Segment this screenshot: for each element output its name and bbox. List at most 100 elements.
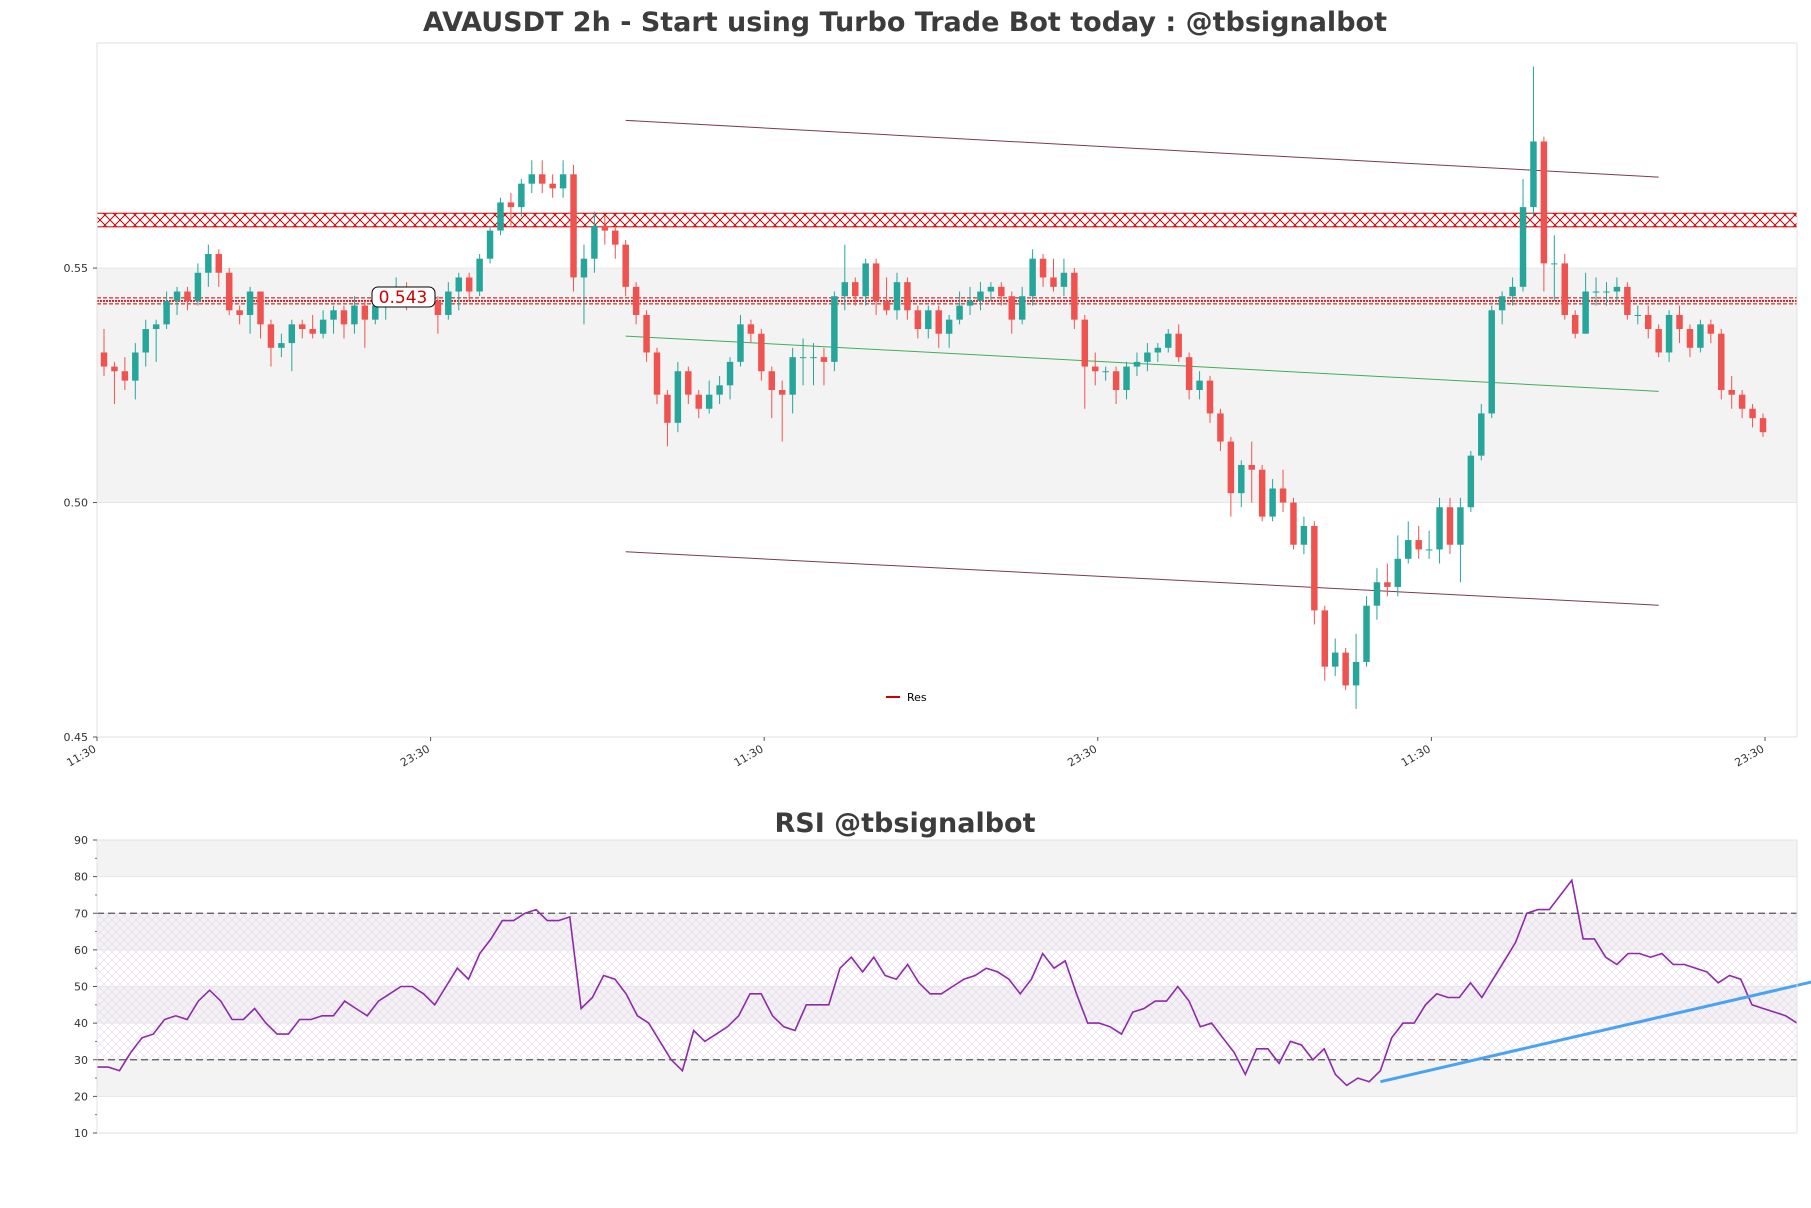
channel-lower-line xyxy=(625,551,1659,606)
candle-body xyxy=(1561,263,1568,315)
candle xyxy=(465,272,473,301)
candle-body xyxy=(820,357,828,362)
candle xyxy=(111,361,118,405)
candle xyxy=(862,258,869,306)
candle xyxy=(319,310,327,339)
main-chart-title: AVAUSDT 2h - Start using Turbo Trade Bot… xyxy=(423,7,1387,38)
candle xyxy=(1238,460,1245,508)
candle-body xyxy=(1478,413,1485,456)
candle-body xyxy=(445,291,452,315)
candle xyxy=(799,338,807,386)
main-x-tick-label: 23:30 xyxy=(1065,742,1099,769)
candle xyxy=(194,263,202,306)
candle-body xyxy=(1592,291,1600,293)
candle-body xyxy=(1540,141,1548,264)
candle-body xyxy=(142,329,149,353)
channel-and-trend-lines xyxy=(625,119,1659,606)
candle xyxy=(142,319,149,367)
candle-body xyxy=(299,324,306,330)
candle-body xyxy=(309,329,316,334)
candle-body xyxy=(841,282,849,297)
rsi-y-tick-label: 30 xyxy=(74,1054,88,1067)
candle-body xyxy=(1676,314,1683,330)
candle xyxy=(1697,319,1704,353)
candle-body xyxy=(716,385,723,395)
candle-body xyxy=(945,319,953,334)
candle-body xyxy=(1258,469,1266,517)
candle-body xyxy=(778,390,786,395)
candle xyxy=(1644,305,1652,339)
candle xyxy=(1039,254,1047,287)
candle-body xyxy=(1728,390,1735,395)
candle xyxy=(1373,568,1381,620)
candle xyxy=(674,361,682,433)
candle-body xyxy=(1551,263,1558,265)
candle-body xyxy=(935,310,942,334)
candle xyxy=(1749,404,1756,428)
candle-body xyxy=(1394,558,1402,587)
candle xyxy=(1603,282,1610,306)
candle xyxy=(1331,638,1339,677)
candle-body xyxy=(111,366,118,372)
candle xyxy=(1175,324,1182,362)
candle xyxy=(518,178,525,217)
candle xyxy=(100,329,108,376)
candle xyxy=(267,319,275,367)
candle xyxy=(1196,371,1203,400)
main-y-tick-label: 0.45 xyxy=(64,731,89,744)
candle xyxy=(351,296,358,334)
candle-body xyxy=(497,202,504,231)
legend-res-label: Res xyxy=(907,691,927,704)
candlesticks xyxy=(100,66,1767,709)
channel-upper-line xyxy=(625,119,1659,178)
candle-body xyxy=(205,254,212,273)
candle xyxy=(1144,343,1151,372)
candle xyxy=(1290,497,1297,550)
candle-body xyxy=(434,300,442,315)
main-y-axis: 0.45 0.50 0.55 xyxy=(64,262,97,744)
rsi-y-tick-label: 60 xyxy=(74,944,88,957)
candle xyxy=(1227,436,1235,517)
candle-body xyxy=(257,291,264,325)
candle xyxy=(538,160,546,194)
candle xyxy=(528,160,536,194)
candle-body xyxy=(1238,465,1245,494)
candle-body xyxy=(1405,540,1412,559)
candle-body xyxy=(768,371,776,390)
candle-body xyxy=(726,361,734,386)
candle-body xyxy=(1436,507,1443,550)
rsi-y-tick-label: 80 xyxy=(74,871,88,884)
trend-line xyxy=(625,335,1659,392)
candle-body xyxy=(121,371,129,381)
candle xyxy=(1321,605,1329,681)
candle xyxy=(1300,516,1308,555)
candle xyxy=(1029,249,1036,306)
candle xyxy=(559,160,567,198)
candle xyxy=(246,286,254,334)
candle-body xyxy=(664,394,671,423)
candle-body xyxy=(1321,610,1329,667)
candle xyxy=(664,390,671,447)
candle xyxy=(1540,136,1548,292)
candle-body xyxy=(987,286,995,292)
candle xyxy=(330,305,337,334)
candle xyxy=(1488,305,1495,419)
main-x-tick-label: 23:30 xyxy=(1733,742,1767,769)
candle-body xyxy=(883,300,890,311)
candle xyxy=(904,277,911,320)
rsi-chart-title: RSI @tbsignalbot xyxy=(774,808,1035,839)
candle xyxy=(1248,441,1255,503)
candle xyxy=(1519,178,1527,292)
candle-body xyxy=(622,244,629,287)
candle xyxy=(434,296,442,334)
candle-body xyxy=(872,263,880,301)
candle xyxy=(1478,404,1485,461)
candle xyxy=(1655,324,1662,358)
candle-body xyxy=(1571,314,1579,334)
candle xyxy=(1436,497,1443,564)
candle-body xyxy=(1519,207,1527,287)
candle xyxy=(768,366,776,419)
candle-body xyxy=(758,333,765,372)
